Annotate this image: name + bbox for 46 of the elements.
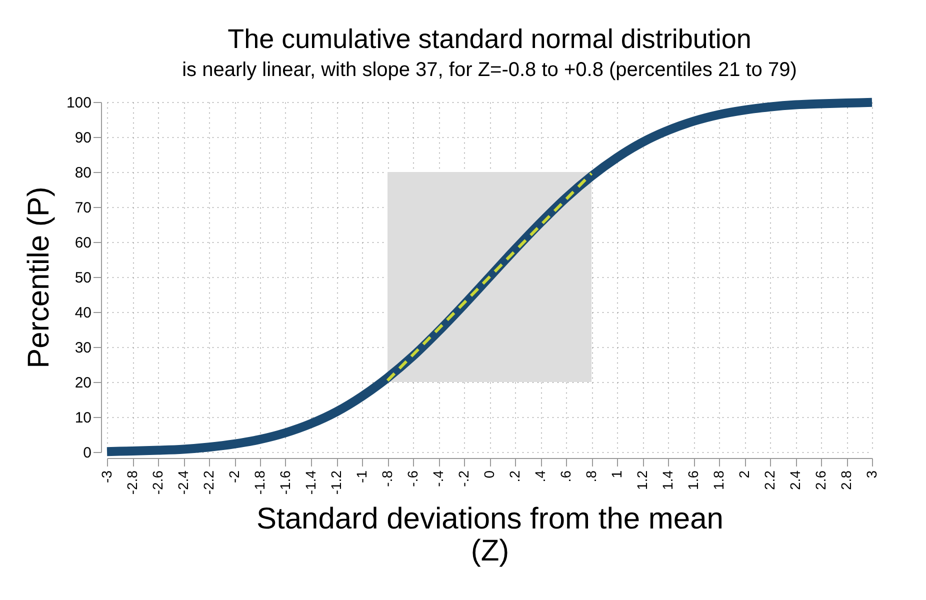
x-tick-label: 1 bbox=[608, 470, 624, 478]
x-tick-label: -2.2 bbox=[200, 470, 216, 495]
x-tick-label: 2 bbox=[736, 470, 752, 478]
x-tick-label: 1.6 bbox=[685, 470, 701, 490]
y-tick-label: 0 bbox=[83, 444, 92, 462]
x-tick-label: 1.8 bbox=[710, 470, 726, 490]
chart-title: The cumulative standard normal distribution bbox=[228, 24, 752, 54]
x-tick-label: -1 bbox=[354, 470, 370, 483]
x-tick-label: -1.6 bbox=[277, 470, 293, 495]
x-tick-label: 1.2 bbox=[634, 470, 650, 490]
x-tick-label: -2.8 bbox=[124, 470, 140, 495]
chart-subtitle: is nearly linear, with slope 37, for Z=-0.8 to +0.8 (percentiles 21 to 79) bbox=[182, 59, 797, 81]
x-axis-title: Standard deviations from the mean (Z) bbox=[256, 502, 724, 568]
x-tick-label: -3 bbox=[98, 470, 114, 483]
x-tick-label: -2.4 bbox=[175, 470, 191, 495]
y-tick-label: 70 bbox=[74, 200, 92, 216]
y-axis-title: Percentile (P) bbox=[22, 186, 56, 368]
x-tick-label: -1.8 bbox=[252, 470, 268, 495]
x-tick-label: .6 bbox=[558, 470, 574, 482]
y-tick-label: 80 bbox=[74, 164, 92, 182]
x-tick-label: .8 bbox=[583, 470, 599, 482]
x-tick-label: -1.2 bbox=[328, 470, 344, 495]
x-tick-label: 2.2 bbox=[762, 470, 778, 490]
x-tick-label: 3 bbox=[864, 470, 880, 478]
y-tick-label: 90 bbox=[74, 130, 92, 146]
x-tick-label: 2.4 bbox=[787, 470, 803, 490]
x-tick-label: 2.6 bbox=[812, 470, 828, 490]
x-tick-label: 2.8 bbox=[838, 470, 854, 490]
x-tick-label: -.4 bbox=[430, 470, 446, 487]
y-tick-label: 60 bbox=[74, 234, 92, 252]
x-tick-label: -1.4 bbox=[302, 470, 318, 495]
y-tick-label: 50 bbox=[74, 270, 92, 286]
x-tick-label: -2.6 bbox=[150, 470, 166, 495]
x-tick-label: .2 bbox=[506, 470, 522, 482]
x-tick-label: -.2 bbox=[456, 470, 472, 487]
x-tick-label: -.6 bbox=[404, 470, 420, 487]
y-tick-label: 10 bbox=[74, 410, 92, 426]
y-tick-label: 40 bbox=[74, 304, 92, 322]
x-tick-label: .4 bbox=[532, 470, 548, 482]
x-tick-label: 1.4 bbox=[660, 470, 676, 490]
x-tick-label: 0 bbox=[481, 470, 497, 478]
x-tick-label: -2 bbox=[226, 470, 242, 483]
y-tick-label: 100 bbox=[66, 94, 92, 112]
y-tick-label: 30 bbox=[74, 340, 92, 356]
y-tick-label: 20 bbox=[74, 374, 92, 392]
x-tick-label: -.8 bbox=[379, 470, 395, 487]
